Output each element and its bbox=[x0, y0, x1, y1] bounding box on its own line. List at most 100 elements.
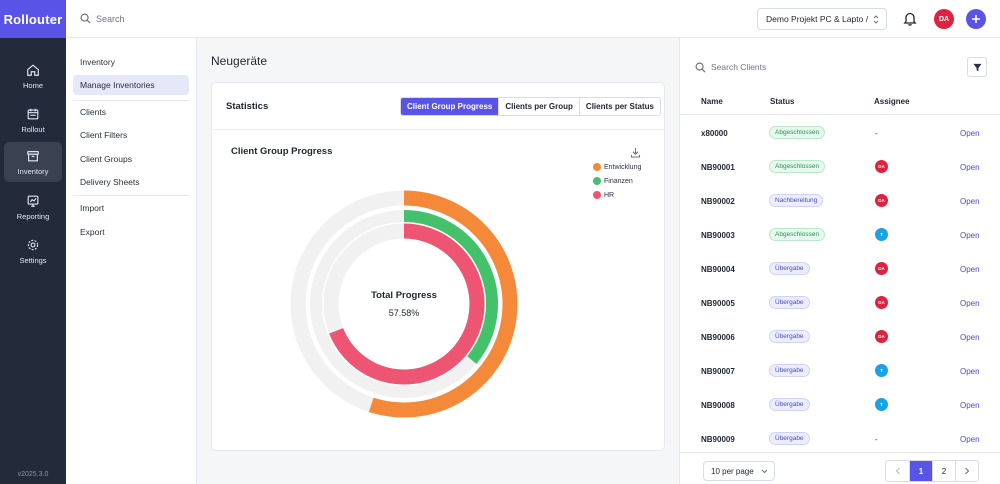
chart-title: Client Group Progress bbox=[231, 146, 333, 157]
download-icon[interactable] bbox=[630, 147, 641, 158]
app-logo[interactable]: Rollouter bbox=[0, 0, 66, 38]
open-link[interactable]: Open bbox=[960, 163, 980, 172]
open-link[interactable]: Open bbox=[960, 367, 980, 376]
table-header-divider bbox=[680, 114, 1000, 115]
open-link[interactable]: Open bbox=[960, 333, 980, 342]
table-row[interactable]: NB90001 Abgeschlossen DA Open bbox=[680, 151, 1000, 185]
status-badge: Übergabe bbox=[769, 262, 810, 275]
open-link[interactable]: Open bbox=[960, 299, 980, 308]
card-divider bbox=[212, 129, 664, 130]
chevron-right-icon bbox=[965, 467, 970, 475]
rail-item-settings[interactable]: Settings bbox=[4, 231, 62, 271]
subnav-item-export[interactable]: Export bbox=[80, 227, 105, 237]
page-title: Neugeräte bbox=[211, 54, 268, 68]
home-icon bbox=[27, 63, 39, 76]
assignee-avatar: DA bbox=[875, 262, 888, 275]
statistics-card: Statistics Client Group Progress Clients… bbox=[211, 82, 665, 451]
project-name: Demo Projekt PC & Lapto bbox=[766, 14, 864, 24]
filter-button[interactable] bbox=[967, 57, 987, 77]
status-badge: Übergabe bbox=[769, 330, 810, 343]
rail-item-rollout[interactable]: Rollout bbox=[4, 100, 62, 140]
column-header-status[interactable]: Status bbox=[770, 97, 795, 106]
client-name: NB90006 bbox=[701, 333, 735, 342]
top-bar: Demo Projekt PC & Lapto / DA bbox=[66, 0, 1000, 38]
assignee-avatar: DA bbox=[875, 296, 888, 309]
table-row[interactable]: NB90009 Übergabe - Open bbox=[680, 423, 1000, 457]
add-button[interactable] bbox=[966, 9, 986, 29]
status-badge: Nachbereitung bbox=[769, 194, 824, 207]
column-header-assignee[interactable]: Assignee bbox=[874, 97, 910, 106]
legend-item[interactable]: Finanzen bbox=[593, 174, 641, 188]
assignee-empty: - bbox=[875, 129, 878, 138]
table-row[interactable]: NB90005 Übergabe DA Open bbox=[680, 287, 1000, 321]
table-row[interactable]: NB90007 Übergabe T Open bbox=[680, 355, 1000, 389]
prev-page-button[interactable] bbox=[886, 461, 909, 481]
assignee-avatar: T bbox=[875, 398, 888, 411]
rail-item-home[interactable]: Home bbox=[4, 56, 62, 96]
search-input[interactable] bbox=[96, 8, 396, 30]
legend-item[interactable]: Entwicklung bbox=[593, 160, 641, 174]
center-label: Total Progress bbox=[371, 290, 437, 301]
rail-item-label: Settings bbox=[19, 255, 47, 265]
subnav-item-client-filters[interactable]: Client Filters bbox=[80, 130, 128, 140]
subnav-item-import[interactable]: Import bbox=[80, 203, 105, 213]
page-button-2[interactable]: 2 bbox=[932, 461, 955, 481]
client-name: NB90009 bbox=[701, 435, 735, 444]
client-name: x80000 bbox=[701, 129, 728, 138]
rail-item-reporting[interactable]: Reporting bbox=[4, 187, 62, 227]
open-link[interactable]: Open bbox=[960, 265, 980, 274]
open-link[interactable]: Open bbox=[960, 435, 980, 444]
ring-progress-hr[interactable] bbox=[329, 223, 485, 385]
subnav-item-inventory[interactable]: Inventory bbox=[80, 57, 115, 67]
tab-client-group-progress[interactable]: Client Group Progress bbox=[401, 98, 499, 115]
rail-item-label: Rollout bbox=[21, 124, 45, 134]
bell-icon[interactable] bbox=[903, 11, 917, 26]
user-avatar[interactable]: DA bbox=[934, 9, 954, 29]
client-name: NB90002 bbox=[701, 197, 735, 206]
table-row[interactable]: NB90004 Übergabe DA Open bbox=[680, 253, 1000, 287]
calendar-icon bbox=[27, 108, 39, 119]
legend-label: Entwicklung bbox=[604, 163, 642, 171]
table-row[interactable]: NB90003 Abgeschlossen T Open bbox=[680, 219, 1000, 253]
status-badge: Abgeschlossen bbox=[769, 126, 826, 139]
ring-progress-entwicklung[interactable] bbox=[368, 190, 518, 418]
subnav-item-delivery-sheets[interactable]: Delivery Sheets bbox=[80, 177, 140, 187]
legend-item[interactable]: HR bbox=[593, 188, 641, 202]
open-link[interactable]: Open bbox=[960, 197, 980, 206]
pagination: 1 2 bbox=[885, 460, 979, 482]
page-button-1[interactable]: 1 bbox=[909, 461, 932, 481]
client-name: NB90003 bbox=[701, 231, 735, 240]
open-link[interactable]: Open bbox=[960, 401, 980, 410]
table-row[interactable]: NB90006 Übergabe DA Open bbox=[680, 321, 1000, 355]
next-page-button[interactable] bbox=[955, 461, 978, 481]
project-suffix: / bbox=[865, 14, 869, 24]
table-row[interactable]: NB90002 Nachbereitung DA Open bbox=[680, 185, 1000, 219]
assignee-empty: - bbox=[875, 435, 878, 444]
subnav-item-manage-inventories[interactable]: Manage Inventories bbox=[73, 75, 189, 95]
table-row[interactable]: NB90008 Übergabe T Open bbox=[680, 389, 1000, 423]
ring-progress-finanzen[interactable] bbox=[403, 210, 498, 364]
subnav-divider bbox=[73, 100, 189, 101]
per-page-select[interactable]: 10 per page bbox=[703, 461, 775, 481]
legend-dot bbox=[593, 163, 601, 171]
assignee-avatar: T bbox=[875, 228, 888, 241]
chevron-left-icon bbox=[895, 467, 900, 475]
column-header-name[interactable]: Name bbox=[701, 97, 723, 106]
table-row[interactable]: x80000 Abgeschlossen - Open bbox=[680, 117, 1000, 151]
project-selector[interactable]: Demo Projekt PC & Lapto / bbox=[757, 8, 887, 30]
subnav-item-clients[interactable]: Clients bbox=[80, 107, 106, 117]
tab-clients-per-group[interactable]: Clients per Group bbox=[498, 98, 579, 115]
subnav-item-client-groups[interactable]: Client Groups bbox=[80, 154, 132, 164]
legend-label: HR bbox=[604, 191, 615, 199]
tab-clients-per-status[interactable]: Clients per Status bbox=[578, 98, 660, 115]
client-name: NB90008 bbox=[701, 401, 735, 410]
subnav-divider bbox=[73, 195, 189, 196]
chevron-updown-icon bbox=[873, 15, 879, 24]
rail-item-inventory[interactable]: Inventory bbox=[4, 142, 62, 182]
client-search-input[interactable] bbox=[711, 56, 911, 78]
open-link[interactable]: Open bbox=[960, 231, 980, 240]
sub-navigation: Inventory Manage Inventories Clients Cli… bbox=[66, 38, 197, 484]
assignee-avatar: T bbox=[875, 364, 888, 377]
status-badge: Übergabe bbox=[769, 364, 810, 377]
open-link[interactable]: Open bbox=[960, 129, 980, 138]
